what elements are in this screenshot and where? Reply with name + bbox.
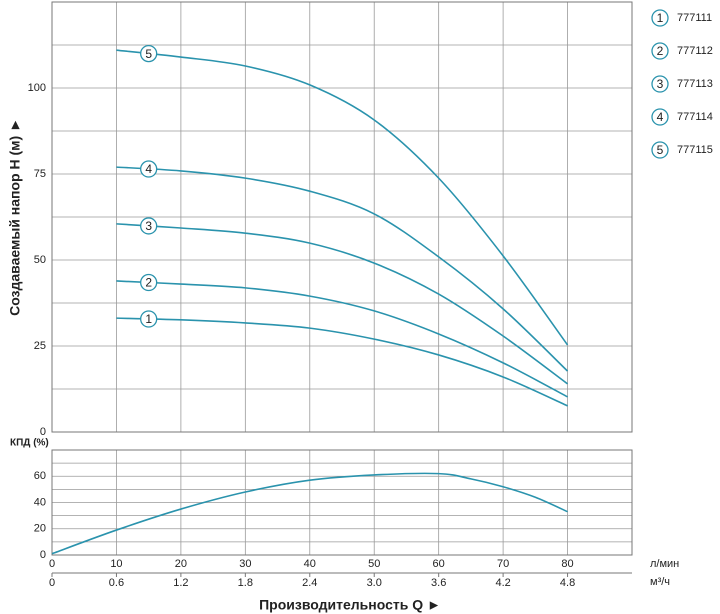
legend-label: 777111 <box>677 12 712 24</box>
y-tick-label: 25 <box>34 340 46 352</box>
x-tick-label: 70 <box>497 558 509 570</box>
x-tick-label: 0 <box>49 558 55 570</box>
x-tick-label: 80 <box>561 558 573 570</box>
y-tick-label: 60 <box>34 470 46 482</box>
series-marker <box>140 160 158 178</box>
x2-tick-label: 4.8 <box>560 577 575 589</box>
y-tick-label: 40 <box>34 496 46 508</box>
series-marker-label: 3 <box>145 219 152 233</box>
series-line <box>116 49 569 346</box>
legend-marker <box>651 141 669 159</box>
efficiency-axis-title: КПД (%) <box>10 438 49 449</box>
y-axis-title: Создаваемый напор H (м) ► <box>7 118 23 316</box>
x-unit: л/мин <box>650 558 679 570</box>
series-marker-label: 1 <box>145 312 152 326</box>
legend-marker <box>651 75 669 93</box>
series-line <box>116 317 568 407</box>
x-tick-label: 60 <box>433 558 445 570</box>
series-line <box>116 223 569 385</box>
legend-label: 777112 <box>677 45 713 57</box>
legend-marker <box>651 9 669 27</box>
x-tick-label: 50 <box>368 558 380 570</box>
x2-tick-label: 0 <box>49 577 55 589</box>
x2-unit: м³/ч <box>650 576 670 588</box>
x-tick-label: 40 <box>304 558 316 570</box>
x2-tick-label: 3.6 <box>431 577 446 589</box>
x-tick-label: 20 <box>175 558 187 570</box>
series-line <box>116 280 568 398</box>
legend-label: 777115 <box>677 144 713 156</box>
legend-marker-label: 1 <box>657 11 664 25</box>
y-tick-label: 75 <box>34 168 46 180</box>
legend-label: 777113 <box>677 78 713 90</box>
series-marker-label: 4 <box>145 162 152 176</box>
y-tick-label: 20 <box>34 523 46 535</box>
series-line <box>116 166 569 372</box>
x2-tick-label: 1.8 <box>238 577 253 589</box>
legend-marker-label: 3 <box>657 77 664 91</box>
x2-tick-label: 3.0 <box>367 577 382 589</box>
y-tick-label: 0 <box>40 549 46 561</box>
legend-marker <box>651 108 669 126</box>
series-marker <box>140 44 158 63</box>
x-axis-title: Производительность Q ► <box>259 597 441 613</box>
series-line <box>51 472 568 555</box>
series-marker <box>140 273 158 292</box>
x-tick-label: 10 <box>110 558 122 570</box>
x2-tick-label: 2.4 <box>302 577 317 589</box>
legend-marker-label: 2 <box>657 44 664 58</box>
y-tick-label: 100 <box>28 82 46 94</box>
series-marker-label: 5 <box>145 47 152 61</box>
series-marker <box>140 310 158 328</box>
series-marker-label: 2 <box>145 276 152 290</box>
legend-marker-label: 4 <box>657 110 664 124</box>
x2-tick-label: 4.2 <box>495 577 510 589</box>
legend-label: 777114 <box>677 111 713 123</box>
y-tick-label: 0 <box>40 426 46 438</box>
y-tick-label: 50 <box>34 254 46 266</box>
plot-frame <box>51 449 633 556</box>
x2-tick-label: 0.6 <box>109 577 124 589</box>
x2-tick-label: 1.2 <box>173 577 188 589</box>
legend-marker-label: 5 <box>657 143 664 157</box>
plot-frame <box>51 1 633 433</box>
series-marker <box>140 217 158 235</box>
x-tick-label: 30 <box>239 558 251 570</box>
legend-marker <box>651 42 669 60</box>
